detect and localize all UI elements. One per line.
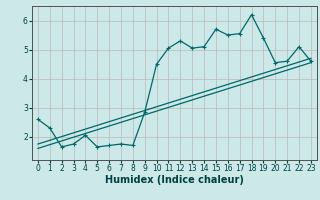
X-axis label: Humidex (Indice chaleur): Humidex (Indice chaleur) xyxy=(105,175,244,185)
